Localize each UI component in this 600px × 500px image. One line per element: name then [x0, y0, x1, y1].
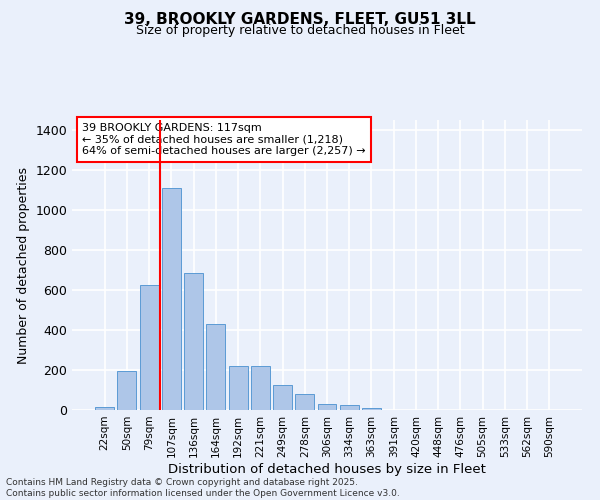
- Bar: [162, 188, 181, 410]
- Bar: [251, 366, 270, 410]
- Text: 39, BROOKLY GARDENS, FLEET, GU51 3LL: 39, BROOKLY GARDENS, FLEET, GU51 3LL: [124, 12, 476, 28]
- Bar: [229, 366, 248, 410]
- Bar: [295, 394, 314, 410]
- Bar: [340, 405, 359, 410]
- Bar: [362, 408, 381, 410]
- X-axis label: Distribution of detached houses by size in Fleet: Distribution of detached houses by size …: [168, 462, 486, 475]
- Text: Contains HM Land Registry data © Crown copyright and database right 2025.
Contai: Contains HM Land Registry data © Crown c…: [6, 478, 400, 498]
- Bar: [317, 404, 337, 410]
- Text: Size of property relative to detached houses in Fleet: Size of property relative to detached ho…: [136, 24, 464, 37]
- Bar: [273, 385, 292, 410]
- Bar: [140, 285, 158, 410]
- Bar: [184, 273, 203, 410]
- Y-axis label: Number of detached properties: Number of detached properties: [17, 166, 30, 364]
- Bar: [95, 407, 114, 410]
- Bar: [206, 324, 225, 410]
- Bar: [118, 371, 136, 410]
- Text: 39 BROOKLY GARDENS: 117sqm
← 35% of detached houses are smaller (1,218)
64% of s: 39 BROOKLY GARDENS: 117sqm ← 35% of deta…: [82, 123, 366, 156]
